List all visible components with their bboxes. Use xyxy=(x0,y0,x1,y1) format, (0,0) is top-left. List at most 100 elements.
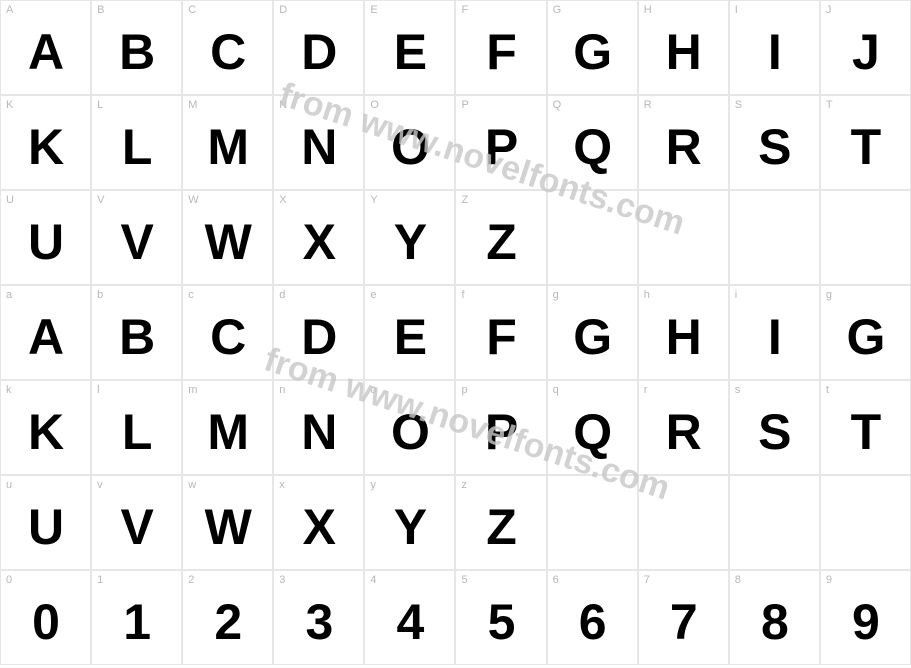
cell-glyph: Y xyxy=(394,217,426,267)
charmap-cell: OO xyxy=(364,95,455,190)
cell-glyph: 1 xyxy=(123,597,150,647)
cell-label: Q xyxy=(553,99,562,111)
charmap-cell: RR xyxy=(638,95,729,190)
cell-glyph: G xyxy=(573,27,611,77)
charmap-cell: 66 xyxy=(547,570,638,665)
cell-glyph: W xyxy=(205,502,251,552)
charmap-cell: JJ xyxy=(820,0,911,95)
charmap-cell xyxy=(729,190,820,285)
charmap-cell xyxy=(820,475,911,570)
cell-glyph: F xyxy=(486,27,516,77)
charmap-cell: wW xyxy=(182,475,273,570)
cell-glyph: V xyxy=(120,217,152,267)
cell-label: 5 xyxy=(461,574,467,586)
charmap-cell: mM xyxy=(182,380,273,475)
charmap-cell xyxy=(729,475,820,570)
charmap-cell: tT xyxy=(820,380,911,475)
cell-glyph: R xyxy=(666,407,701,457)
cell-label: J xyxy=(826,4,832,16)
charmap-cell: yY xyxy=(364,475,455,570)
charmap-row: uUvVwWxXyYzZ xyxy=(0,475,911,570)
charmap-cell: FF xyxy=(455,0,546,95)
charmap-cell: VV xyxy=(91,190,182,285)
cell-glyph: 8 xyxy=(761,597,788,647)
cell-label: 6 xyxy=(553,574,559,586)
cell-glyph: O xyxy=(391,407,429,457)
cell-glyph: E xyxy=(394,312,426,362)
cell-glyph: V xyxy=(120,502,152,552)
cell-glyph: F xyxy=(486,312,516,362)
cell-label: o xyxy=(370,384,376,396)
charmap-cell: GG xyxy=(547,0,638,95)
charmap-cell: 88 xyxy=(729,570,820,665)
cell-label: W xyxy=(188,194,198,206)
cell-label: t xyxy=(826,384,829,396)
cell-label: T xyxy=(826,99,833,111)
cell-glyph: C xyxy=(210,312,245,362)
cell-label: A xyxy=(6,4,13,16)
charmap-cell: gG xyxy=(547,285,638,380)
charmap-cell: bB xyxy=(91,285,182,380)
charmap-cell: BB xyxy=(91,0,182,95)
charmap-row: KKLLMMNNOOPPQQRRSSTT xyxy=(0,95,911,190)
charmap-cell: 55 xyxy=(455,570,546,665)
cell-label: I xyxy=(735,4,738,16)
charmap-cell: fF xyxy=(455,285,546,380)
charmap-cell: dD xyxy=(273,285,364,380)
cell-label: N xyxy=(279,99,287,111)
charmap-cell: uU xyxy=(0,475,91,570)
charmap-cell: QQ xyxy=(547,95,638,190)
cell-glyph: 4 xyxy=(397,597,424,647)
cell-glyph: Z xyxy=(486,502,516,552)
charmap-cell: SS xyxy=(729,95,820,190)
charmap-cell: 33 xyxy=(273,570,364,665)
cell-label: F xyxy=(461,4,468,16)
cell-label: a xyxy=(6,289,12,301)
cell-label: O xyxy=(370,99,379,111)
cell-label: x xyxy=(279,479,285,491)
cell-glyph: K xyxy=(28,122,63,172)
charmap-cell: qQ xyxy=(547,380,638,475)
charmap-cell xyxy=(820,190,911,285)
cell-label: k xyxy=(6,384,12,396)
cell-label: Y xyxy=(370,194,377,206)
charmap-cell: kK xyxy=(0,380,91,475)
charmap-cell: rR xyxy=(638,380,729,475)
cell-label: U xyxy=(6,194,14,206)
cell-glyph: 7 xyxy=(670,597,697,647)
charmap-cell: YY xyxy=(364,190,455,285)
cell-glyph: M xyxy=(207,407,248,457)
cell-glyph: B xyxy=(119,27,154,77)
cell-glyph: X xyxy=(303,502,335,552)
cell-glyph: B xyxy=(119,312,154,362)
cell-label: f xyxy=(461,289,464,301)
cell-glyph: X xyxy=(303,217,335,267)
charmap-cell: 22 xyxy=(182,570,273,665)
cell-label: p xyxy=(461,384,467,396)
cell-label: Z xyxy=(461,194,468,206)
cell-label: P xyxy=(461,99,468,111)
cell-glyph: D xyxy=(301,27,336,77)
cell-label: 1 xyxy=(97,574,103,586)
cell-glyph: A xyxy=(28,312,63,362)
cell-glyph: T xyxy=(851,407,881,457)
charmap-cell: II xyxy=(729,0,820,95)
cell-glyph: H xyxy=(666,27,701,77)
charmap-row: UUVVWWXXYYZZ xyxy=(0,190,911,285)
cell-glyph: E xyxy=(394,27,426,77)
charmap-cell: vV xyxy=(91,475,182,570)
cell-label: B xyxy=(97,4,104,16)
charmap-cell: aA xyxy=(0,285,91,380)
cell-glyph: P xyxy=(485,407,517,457)
charmap-cell xyxy=(638,475,729,570)
cell-glyph: Y xyxy=(394,502,426,552)
cell-glyph: 0 xyxy=(32,597,59,647)
charmap-cell: HH xyxy=(638,0,729,95)
cell-glyph: C xyxy=(210,27,245,77)
charmap-cell: nN xyxy=(273,380,364,475)
cell-glyph: U xyxy=(28,502,63,552)
cell-label: 7 xyxy=(644,574,650,586)
charmap-cell: hH xyxy=(638,285,729,380)
charmap-cell: EE xyxy=(364,0,455,95)
cell-label: n xyxy=(279,384,285,396)
